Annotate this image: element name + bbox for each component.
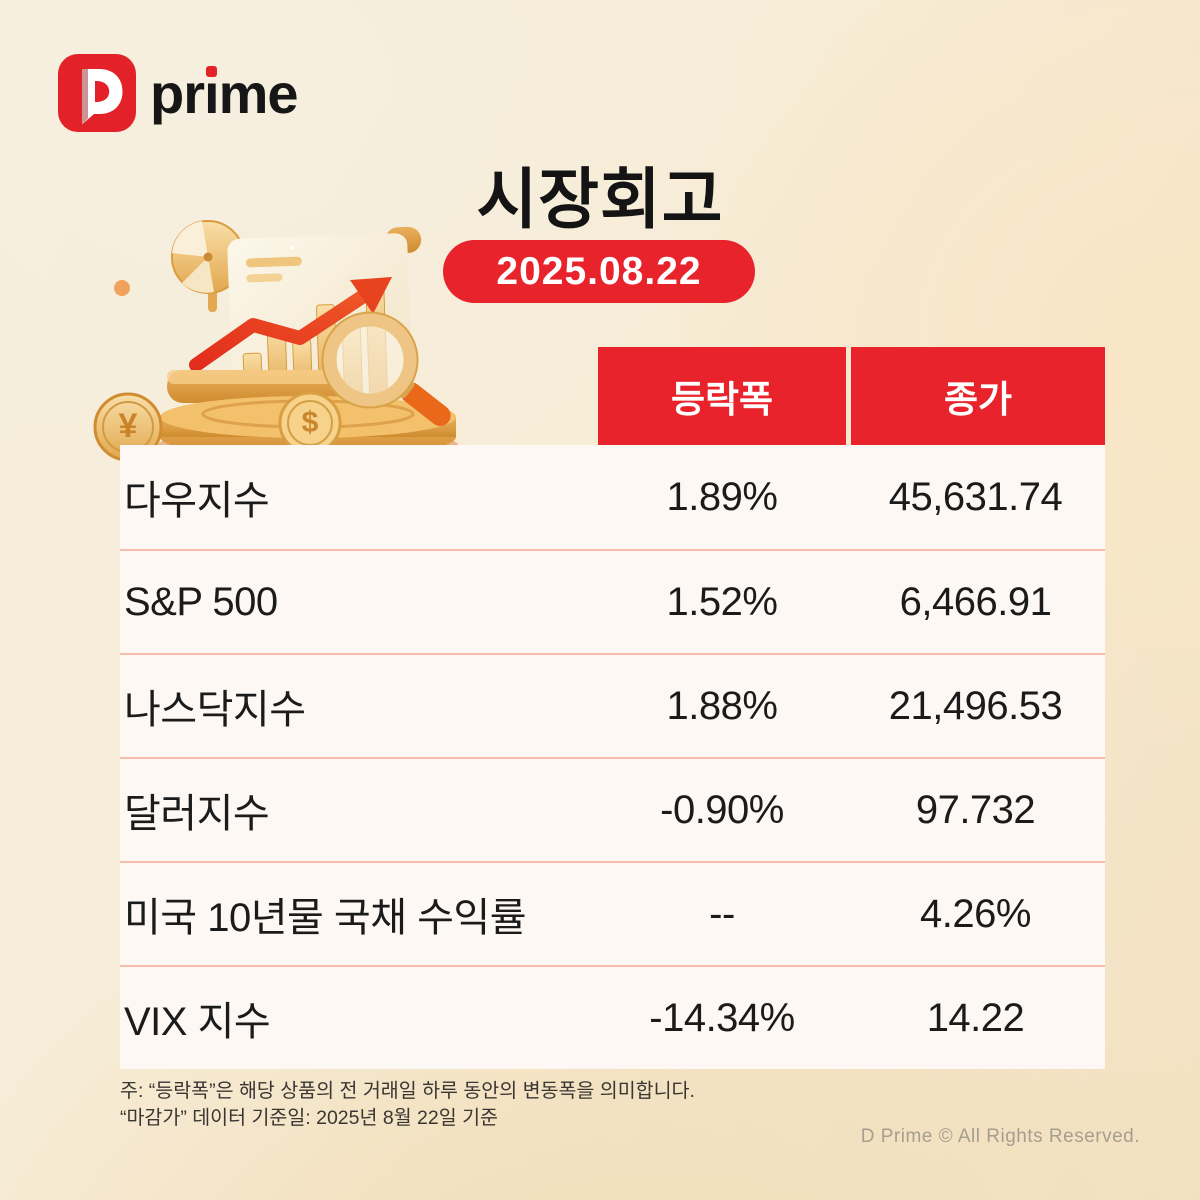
row-close: 6,466.91 (899, 579, 1052, 624)
row-label: 나스닥지수 (124, 688, 306, 732)
row-label: 미국 10년물 국채 수익률 (124, 896, 527, 940)
svg-text:$: $ (302, 406, 319, 439)
table-row-dow: 다우지수 1.89% 45,631.74 (120, 445, 1105, 549)
column-header-change: 등락폭 (598, 347, 846, 445)
footnote-data-date: “마감가” 데이터 기준일: 2025년 8월 22일 기준 (120, 1107, 498, 1129)
magnifier-icon (321, 311, 451, 426)
row-change: -- (709, 891, 735, 936)
table-row-dollar-index: 달러지수 -0.90% 97.732 (120, 757, 1105, 861)
market-table: 다우지수 1.89% 45,631.74 S&P 500 1.52% 6,466… (120, 445, 1105, 1069)
brand-logo: pr ı me (58, 54, 298, 132)
row-change: -0.90% (660, 787, 784, 832)
row-change: 1.89% (666, 474, 778, 519)
footnote-change-definition: 주: “등락폭”은 해당 상품의 전 거래일 하루 동안의 변동폭을 의미합니다… (120, 1080, 695, 1102)
row-close: 14.22 (926, 995, 1025, 1040)
svg-text:¥: ¥ (119, 407, 138, 445)
page-title: 시장회고 (476, 162, 724, 236)
footnotes: 주: “등락폭”은 해당 상품의 전 거래일 하루 동안의 변동폭을 의미합니다… (120, 1078, 695, 1132)
row-label: S&P 500 (124, 579, 278, 624)
coin-dollar-icon: $ (278, 391, 342, 455)
copyright: D Prime © All Rights Reserved. (860, 1126, 1140, 1147)
date-badge: 2025.08.22 (443, 240, 755, 303)
row-label: 달러지수 (124, 792, 270, 836)
row-close: 4.26% (920, 891, 1031, 936)
row-change: -14.34% (649, 995, 795, 1040)
row-close: 45,631.74 (888, 474, 1063, 519)
market-3d-illustration: ¥ $ (93, 220, 458, 462)
row-change: 1.88% (666, 683, 778, 728)
table-row-vix: VIX 지수 -14.34% 14.22 (120, 965, 1105, 1069)
table-row-sp500: S&P 500 1.52% 6,466.91 (120, 549, 1105, 653)
coin-yen-icon: ¥ (93, 392, 163, 462)
row-label: VIX 지수 (124, 1000, 271, 1044)
table-row-nasdaq: 나스닥지수 1.88% 21,496.53 (120, 653, 1105, 757)
d-prime-logo-icon (58, 54, 136, 132)
table-row-us10y: 미국 10년물 국채 수익률 -- 4.26% (120, 861, 1105, 965)
row-label: 다우지수 (124, 479, 270, 523)
row-close: 97.732 (915, 787, 1036, 832)
row-change: 1.52% (666, 579, 778, 624)
brand-name: pr ı me (150, 61, 298, 125)
column-header-close: 종가 (851, 347, 1105, 445)
floating-dot-icon (114, 280, 130, 296)
row-close: 21,496.53 (888, 683, 1063, 728)
arrow-up-icon (189, 277, 392, 372)
pie-chart-icon (171, 220, 245, 312)
